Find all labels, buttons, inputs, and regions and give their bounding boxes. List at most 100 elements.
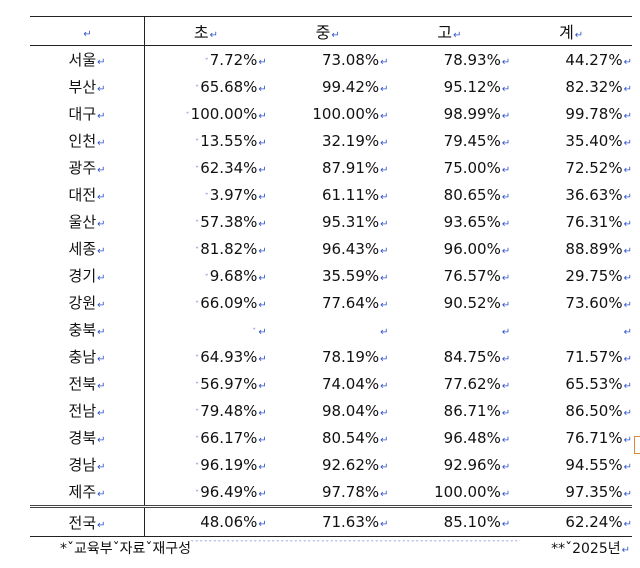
value-cell-total: 72.52%↵ <box>565 158 632 177</box>
region-cell: 대전↵ <box>30 181 146 208</box>
region-cell: 전북↵ <box>30 370 146 397</box>
value-cell-middle: 80.54%↵ <box>321 428 389 447</box>
table-row: 전북↵ ˇ 56.97%↵ 74.04%↵ 77.62%↵ 65.53%↵ <box>30 370 632 397</box>
region-cell: 경북↵ <box>30 424 146 451</box>
value-cell-high: 96.00%↵ <box>443 239 511 258</box>
value-cell-middle: 95.31%↵ <box>321 212 389 231</box>
value-cell-middle: 73.08%↵ <box>321 50 389 69</box>
value-cell-high: 95.12%↵ <box>443 77 511 96</box>
value-cell-high: 96.48%↵ <box>443 428 511 447</box>
value-cell-total: ↵ <box>623 326 632 338</box>
value-cell-high: 75.00%↵ <box>443 158 511 177</box>
value-cell-total: 99.78%↵ <box>565 104 632 123</box>
table-row: 충남↵ ˇ 64.93%↵ 78.19%↵ 84.75%↵ 71.57%↵ <box>30 343 632 370</box>
value-cell-middle: 96.43%↵ <box>321 239 389 258</box>
value-cell-elem: ˇ 9.68%↵ <box>204 266 267 285</box>
value-cell-middle: 99.42%↵ <box>321 77 389 96</box>
value-cell-middle: 32.19%↵ <box>321 131 389 150</box>
margin-marker <box>634 436 640 454</box>
value-cell-high: 76.57%↵ <box>443 266 511 285</box>
table-row: 강원↵ ˇ 66.09%↵ 77.64%↵ 90.52%↵ 73.60%↵ <box>30 289 632 316</box>
value-cell-elem: ˇ 79.48%↵ <box>194 401 267 420</box>
region-cell: 광주↵ <box>30 154 146 181</box>
value-cell-elem: ˇ 66.17%↵ <box>194 428 267 447</box>
table-row: 충북↵ ˇ ↵ ↵ ↵ ↵ <box>30 316 632 343</box>
value-cell-middle: 61.11%↵ <box>321 185 389 204</box>
value-cell-elem: ˇ 56.97%↵ <box>194 374 267 393</box>
table-row: 전남↵ ˇ 79.48%↵ 98.04%↵ 86.71%↵ 86.50%↵ <box>30 397 632 424</box>
value-cell-elem: ˇ 65.68%↵ <box>194 77 267 96</box>
table-row: 울산↵ ˇ 57.38%↵ 95.31%↵ 93.65%↵ 76.31%↵ <box>30 208 632 235</box>
value-cell-total: 97.35%↵ <box>565 482 632 501</box>
table-row: 대전↵ ˇ 3.97%↵ 61.11%↵ 80.65%↵ 36.63%↵ <box>30 181 632 208</box>
value-cell-middle: 100.00%↵ <box>312 104 389 123</box>
value-cell-elem: ˇ 96.49%↵ <box>194 482 267 501</box>
table-row: 서울↵ ˇ 7.72%↵ 73.08%↵ 78.93%↵ 44.27%↵ <box>30 45 632 73</box>
value-cell-middle: 98.04%↵ <box>321 401 389 420</box>
region-cell: 인천↵ <box>30 127 146 154</box>
region-cell: 충북↵ <box>30 316 146 343</box>
year-note: **ˇ2025년↵ <box>551 541 630 557</box>
table-row: 세종↵ ˇ 81.82%↵ 96.43%↵ 96.00%↵ 88.89%↵ <box>30 235 632 262</box>
value-cell-elem: ˇ 66.09%↵ <box>194 293 267 312</box>
value-cell-middle: 78.19%↵ <box>321 347 389 366</box>
total-row: 전국↵ 48.06%↵ 71.63%↵ 85.10%↵ 62.24%↵ <box>30 505 632 537</box>
table-row: 부산↵ ˇ 65.68%↵ 99.42%↵ 95.12%↵ 82.32%↵ <box>30 73 632 100</box>
table-body: 서울↵ ˇ 7.72%↵ 73.08%↵ 78.93%↵ 44.27%↵ 부산↵ ˇ 65.… <box>30 45 632 537</box>
value-cell-total: 88.89%↵ <box>565 239 632 258</box>
value-cell-total: 29.75%↵ <box>565 266 632 285</box>
region-cell: 세종↵ <box>30 235 146 262</box>
value-cell-high: 85.10%↵ <box>388 505 511 537</box>
value-cell-high: 79.45%↵ <box>443 131 511 150</box>
value-cell-high: 77.62%↵ <box>443 374 511 393</box>
value-cell-high: 80.65%↵ <box>443 185 511 204</box>
table-row: 인천↵ ˇ 13.55%↵ 32.19%↵ 79.45%↵ 35.40%↵ <box>30 127 632 154</box>
region-cell: 경기↵ <box>30 262 146 289</box>
value-cell-total: 36.63%↵ <box>565 185 632 204</box>
value-cell-total: 71.57%↵ <box>565 347 632 366</box>
value-cell-middle: 87.91%↵ <box>321 158 389 177</box>
value-cell-elem: ˇ ↵ <box>252 326 267 338</box>
value-cell-middle: ↵ <box>380 326 389 338</box>
table-row: 경남↵ ˇ 96.19%↵ 92.62%↵ 92.96%↵ 94.55%↵ <box>30 451 632 478</box>
region-cell: 서울↵ <box>30 45 146 73</box>
header-elementary: 초↵ <box>144 16 267 46</box>
value-cell-high: 90.52%↵ <box>443 293 511 312</box>
header-blank: ↵ <box>30 16 146 46</box>
value-cell-elem: ˇ 100.00%↵ <box>185 104 267 123</box>
value-cell-high: 86.71%↵ <box>443 401 511 420</box>
value-cell-middle: 77.64%↵ <box>321 293 389 312</box>
value-cell-total: 44.27%↵ <box>565 50 632 69</box>
table-row: 대구↵ ˇ 100.00%↵ 100.00%↵ 98.99%↵ 99.78%↵ <box>30 100 632 127</box>
value-cell-elem: ˇ 57.38%↵ <box>194 212 267 231</box>
region-cell: 강원↵ <box>30 289 146 316</box>
header-total: 계↵ <box>510 16 632 46</box>
table-row: 제주↵ ˇ 96.49%↵ 97.78%↵ 100.00%↵ 97.35%↵ <box>30 478 632 507</box>
value-cell-total: 86.50%↵ <box>565 401 632 420</box>
header-row: ↵ 초↵ 중↵ 고↵ 계↵ <box>30 16 632 46</box>
value-cell-elem: ˇ 13.55%↵ <box>194 131 267 150</box>
value-cell-high: ↵ <box>501 326 511 338</box>
value-cell-elem: ˇ 96.19%↵ <box>194 455 267 474</box>
value-cell-high: 92.96%↵ <box>443 455 511 474</box>
table-row: 광주↵ ˇ 62.34%↵ 87.91%↵ 75.00%↵ 72.52%↵ <box>30 154 632 181</box>
value-cell-middle: 97.78%↵ <box>321 482 389 501</box>
region-cell: 부산↵ <box>30 73 146 100</box>
region-cell: 충남↵ <box>30 343 146 370</box>
value-cell-middle: 35.59%↵ <box>321 266 389 285</box>
value-cell-high: 78.93%↵ <box>443 50 511 69</box>
value-cell-total: 94.55%↵ <box>565 455 632 474</box>
value-cell-elem: ˇ 3.97%↵ <box>204 185 267 204</box>
value-cell-elem: ˇ 62.34%↵ <box>194 158 267 177</box>
value-cell-middle: 74.04%↵ <box>321 374 389 393</box>
header-middle: 중↵ <box>266 16 389 46</box>
region-cell: 제주↵ <box>30 478 146 507</box>
value-cell-total: 35.40%↵ <box>565 131 632 150</box>
value-cell-high: 93.65%↵ <box>443 212 511 231</box>
region-cell: 경남↵ <box>30 451 146 478</box>
value-cell-elem: ˇ 7.72%↵ <box>204 50 267 69</box>
value-cell-total: 73.60%↵ <box>565 293 632 312</box>
value-cell-elem: 48.06%↵ <box>144 505 267 537</box>
stats-table: ↵ 초↵ 중↵ 고↵ 계↵ 서울↵ ˇ 7.72%↵ 73.08%↵ 78.93%↵ 4… <box>30 16 632 537</box>
value-cell-high: 100.00%↵ <box>434 482 511 501</box>
